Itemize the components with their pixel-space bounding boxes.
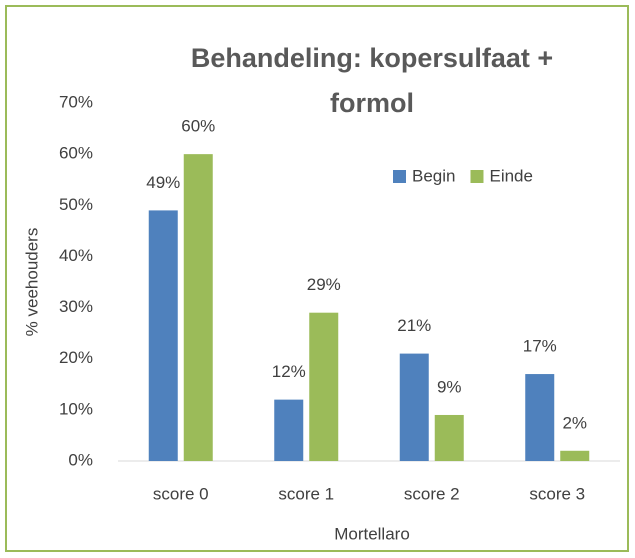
x-tick-label: score 1 bbox=[278, 484, 334, 503]
y-tick-label: 40% bbox=[59, 246, 93, 265]
y-tick-label: 70% bbox=[59, 92, 93, 111]
y-tick-label: 0% bbox=[68, 450, 93, 469]
data-label: 49% bbox=[146, 173, 180, 192]
bar bbox=[309, 312, 339, 461]
data-label: 21% bbox=[397, 316, 431, 335]
legend-swatch bbox=[393, 170, 406, 183]
y-tick-label: 20% bbox=[59, 348, 93, 367]
bar bbox=[274, 399, 304, 461]
y-axis-label: % veehouders bbox=[22, 228, 41, 337]
y-tick-label: 50% bbox=[59, 195, 93, 214]
y-tick-label: 60% bbox=[59, 144, 93, 163]
legend-label: Einde bbox=[489, 166, 532, 185]
x-tick-label: score 0 bbox=[153, 484, 209, 503]
y-tick-label: 30% bbox=[59, 297, 93, 316]
bar bbox=[560, 450, 590, 461]
data-label: 12% bbox=[272, 362, 306, 381]
bar bbox=[525, 374, 555, 461]
legend-label: Begin bbox=[412, 166, 455, 185]
x-tick-label: score 3 bbox=[529, 484, 585, 503]
data-label: 2% bbox=[562, 413, 587, 432]
chart-title: Behandeling: kopersulfaat + formol bbox=[191, 43, 553, 118]
x-axis-label: Mortellaro bbox=[334, 524, 410, 543]
bar bbox=[434, 414, 464, 461]
data-label: 17% bbox=[523, 337, 557, 356]
bar bbox=[183, 154, 213, 461]
bar bbox=[148, 210, 178, 461]
data-label: 60% bbox=[181, 117, 215, 136]
data-label: 29% bbox=[307, 275, 341, 294]
x-tick-label: score 2 bbox=[404, 484, 460, 503]
bar bbox=[399, 353, 429, 461]
data-label: 9% bbox=[437, 377, 462, 396]
y-tick-label: 10% bbox=[59, 399, 93, 418]
legend-swatch bbox=[470, 170, 484, 183]
